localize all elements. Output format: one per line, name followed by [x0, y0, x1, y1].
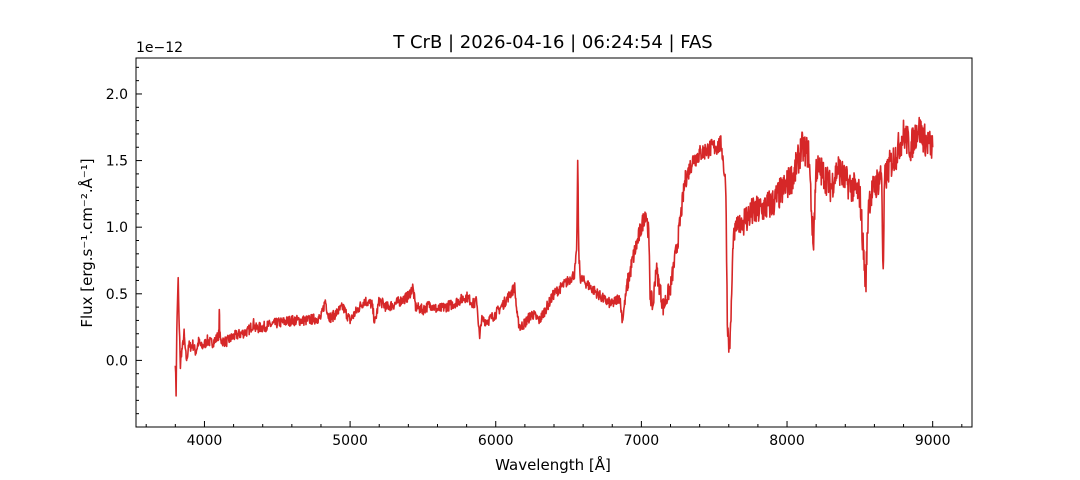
- y-offset-label: 1e−12: [136, 40, 183, 56]
- x-tick-label: 5000: [332, 433, 368, 449]
- y-axis-label: Flux [erg.s⁻¹.cm⁻².Å⁻¹]: [77, 158, 96, 327]
- x-tick-label: 4000: [187, 433, 223, 449]
- x-tick-label: 8000: [769, 433, 805, 449]
- axes-frame: [135, 57, 973, 428]
- y-tick-label: 1.5: [106, 154, 128, 170]
- y-axis: 0.0 0.5 1.0 1.5 2.0: [106, 66, 142, 415]
- y-tick-label: 1.0: [106, 220, 128, 236]
- x-tick-label: 6000: [478, 433, 514, 449]
- y-tick-label: 0.0: [106, 353, 128, 369]
- y-tick-label: 0.5: [106, 287, 128, 303]
- plot-area: [174, 116, 934, 397]
- y-tick-label: 2.0: [106, 87, 128, 103]
- x-tick-label: 7000: [624, 433, 660, 449]
- chart-title: T CrB | 2026-04-16 | 06:24:54 | FAS: [392, 32, 712, 53]
- spectrum-line: [174, 116, 934, 397]
- x-axis: 4000 5000 6000 7000 8000 9000: [145, 421, 963, 449]
- x-tick-label: 9000: [915, 433, 951, 449]
- x-axis-label: Wavelength [Å]: [495, 455, 611, 474]
